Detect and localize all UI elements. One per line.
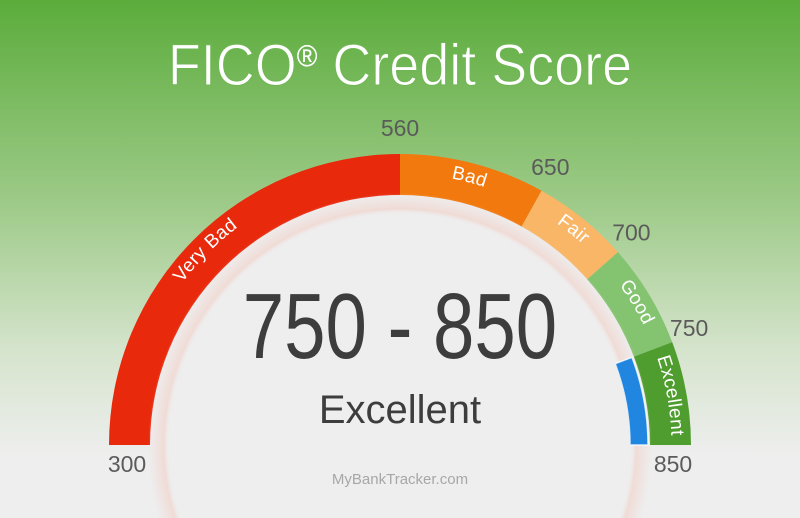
- svg-text:650: 650: [531, 154, 569, 180]
- svg-text:560: 560: [381, 115, 419, 141]
- svg-text:700: 700: [612, 219, 650, 245]
